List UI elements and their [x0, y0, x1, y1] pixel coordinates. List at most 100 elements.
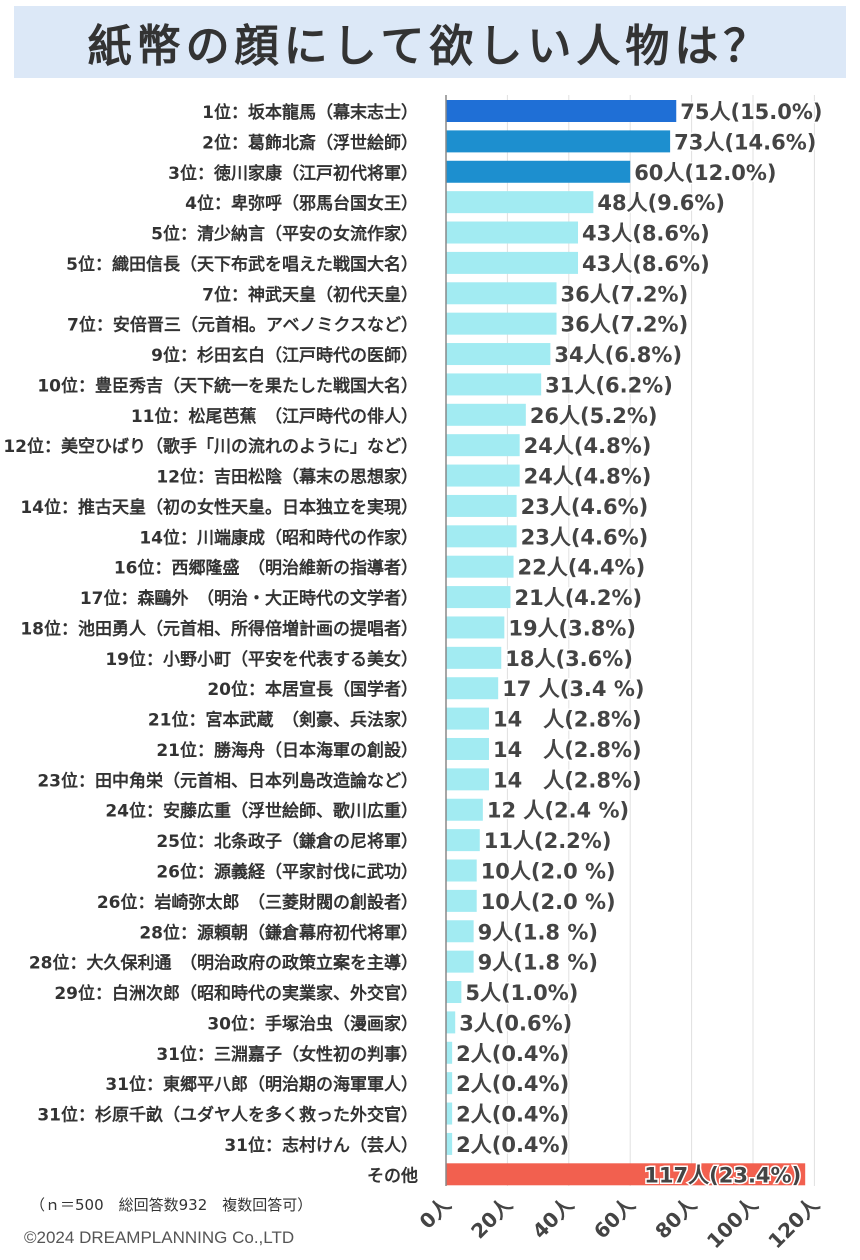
- bar: [446, 677, 499, 700]
- data-label: 24人(4.8%): [524, 434, 652, 458]
- bar: [446, 768, 489, 791]
- category-label: 24位：安藤広重（浮世絵師、歌川広重）: [105, 801, 418, 822]
- category-label: 31位：志村けん（芸人）: [224, 1135, 418, 1156]
- category-label: 7位：神武天皇（初代天皇）: [202, 284, 418, 305]
- category-label: 25位：北条政子（鎌倉の尼将軍）: [156, 831, 418, 852]
- bar: [446, 191, 594, 214]
- data-label: 26人(5.2%): [530, 404, 658, 428]
- sample-note: （ｎ＝500 総回答数932 複数回答可）: [30, 1196, 313, 1214]
- category-label: 12位：吉田松陰（幕末の思想家）: [156, 467, 418, 488]
- data-label: 117人(23.4%): [644, 1163, 801, 1187]
- bar: [446, 707, 489, 730]
- category-label: 5位：織田信長（天下布武を唱えた戦国大名）: [66, 254, 418, 275]
- chart-title: 紙幣の顔にして欲しい人物は？: [87, 21, 773, 72]
- category-label: 30位：手塚治虫（漫画家）: [207, 1013, 418, 1034]
- data-label: 31人(6.2%): [545, 373, 673, 397]
- category-label: 3位：徳川家康（江戸初代将軍）: [168, 163, 418, 184]
- data-label: 10人(2.0 %): [481, 890, 616, 914]
- data-label: 14 人(2.8%): [493, 708, 642, 732]
- data-label: 2人(0.4%): [456, 1133, 569, 1157]
- data-label: 43人(8.6%): [582, 222, 710, 246]
- title-banner: 紙幣の顔にして欲しい人物は？: [14, 6, 846, 78]
- data-label: 10人(2.0 %): [481, 860, 616, 884]
- category-label: 14位：推古天皇（初の女性天皇。日本独立を実現）: [20, 497, 418, 518]
- category-label: 2位：葛飾北斎（浮世絵師）: [202, 132, 418, 153]
- category-label: 31位：東郷平八郎（明治期の海軍軍人）: [105, 1074, 418, 1095]
- category-label: 9位：杉田玄白（江戸時代の医師）: [151, 345, 418, 366]
- bar: [446, 525, 517, 548]
- data-label: 9人(1.8 %): [478, 951, 598, 975]
- category-label: 14位：川端康成（昭和時代の作家）: [139, 527, 418, 548]
- data-label: 2人(0.4%): [456, 1103, 569, 1127]
- x-tick-label: 60人: [589, 1192, 641, 1244]
- data-label: 18人(3.6%): [505, 647, 633, 671]
- data-label: 12 人(2.4 %): [487, 799, 629, 823]
- data-label: 73人(14.6%): [674, 130, 816, 154]
- category-label: 10位：豊臣秀吉（天下統一を果たした戦国大名）: [37, 375, 418, 396]
- category-label: 21位：勝海舟（日本海軍の創設）: [156, 740, 418, 761]
- bar: [446, 373, 542, 396]
- bar: [446, 950, 474, 973]
- data-label: 60人(12.0%): [634, 161, 776, 185]
- data-label: 11人(2.2%): [484, 829, 612, 853]
- bar: [446, 616, 505, 639]
- category-label: 17位：森鷗外 （明治・大正時代の文学者）: [80, 588, 418, 609]
- bar: [446, 798, 483, 821]
- category-label: 16位：西郷隆盛 （明治維新の指導者）: [114, 558, 418, 579]
- data-label: 21人(4.2%): [514, 586, 642, 610]
- data-label: 75人(15.0%): [680, 100, 822, 124]
- data-label: 17 人(3.4 %): [502, 677, 644, 701]
- bar: [446, 859, 477, 882]
- x-tick-label: 40人: [528, 1192, 580, 1244]
- category-label: 1位：坂本龍馬（幕末志士）: [202, 102, 418, 123]
- x-tick-label: 80人: [650, 1192, 702, 1244]
- bar: [446, 221, 579, 244]
- bar: [446, 1132, 453, 1155]
- data-label: 23人(4.6%): [521, 495, 649, 519]
- bar: [446, 343, 551, 366]
- category-label: 12位：美空ひばり（歌手「川の流れのように」など）: [3, 436, 418, 457]
- data-label: 14 人(2.8%): [493, 768, 642, 792]
- bar: [446, 282, 557, 305]
- data-label: 36人(7.2%): [561, 282, 689, 306]
- category-label: 11位：松尾芭蕉 （江戸時代の俳人）: [131, 406, 418, 427]
- bar: [446, 829, 480, 852]
- copyright: ©2024 DREAMPLANNING Co.,LTD: [24, 1228, 295, 1247]
- bar: [446, 464, 520, 487]
- data-label: 34人(6.8%): [554, 343, 682, 367]
- bar: [446, 434, 520, 457]
- bar: [446, 130, 671, 153]
- bar: [446, 403, 526, 426]
- category-label: 4位：卑弥呼（邪馬台国女王）: [185, 193, 418, 214]
- category-label: 23位：田中角栄（元首相、日本列島改造論など）: [37, 770, 418, 791]
- category-label: 28位：大久保利通 （明治政府の政策立案を主導）: [29, 953, 418, 974]
- bar: [446, 555, 514, 578]
- x-tick-label: 0人: [415, 1192, 457, 1234]
- data-label: 19人(3.8%): [508, 616, 636, 640]
- bar: [446, 494, 517, 517]
- x-tick-label: 100人: [702, 1192, 763, 1253]
- data-label: 23人(4.6%): [521, 525, 649, 549]
- data-label: 14 人(2.8%): [493, 738, 642, 762]
- category-label: 19位：小野小町（平安を代表する美女）: [105, 649, 418, 670]
- data-label: 2人(0.4%): [456, 1072, 569, 1096]
- bar: [446, 1102, 453, 1125]
- category-label: 28位：源頼朝（鎌倉幕府初代将軍）: [139, 922, 418, 943]
- category-label: 29位：白洲次郎（昭和時代の実業家、外交官）: [54, 983, 418, 1004]
- x-tick-label: 20人: [466, 1192, 518, 1244]
- x-tick-label: 120人: [763, 1192, 824, 1253]
- category-label: 26位：源義経（平家討伐に武功）: [156, 862, 418, 883]
- bar: [446, 1041, 453, 1064]
- bar: [446, 737, 489, 760]
- bar: [446, 100, 677, 122]
- data-label: 3人(0.6%): [459, 1011, 572, 1035]
- bar: [446, 251, 579, 274]
- data-label: 5人(1.0%): [465, 981, 578, 1005]
- category-label: 31位：杉原千畝（ユダヤ人を多く救った外交官）: [37, 1105, 418, 1126]
- data-label: 43人(8.6%): [582, 252, 710, 276]
- data-label: 22人(4.4%): [518, 556, 646, 580]
- category-label: 31位：三淵嘉子（女性初の判事）: [156, 1044, 418, 1065]
- bar: [446, 981, 462, 1004]
- bar: [446, 1072, 453, 1095]
